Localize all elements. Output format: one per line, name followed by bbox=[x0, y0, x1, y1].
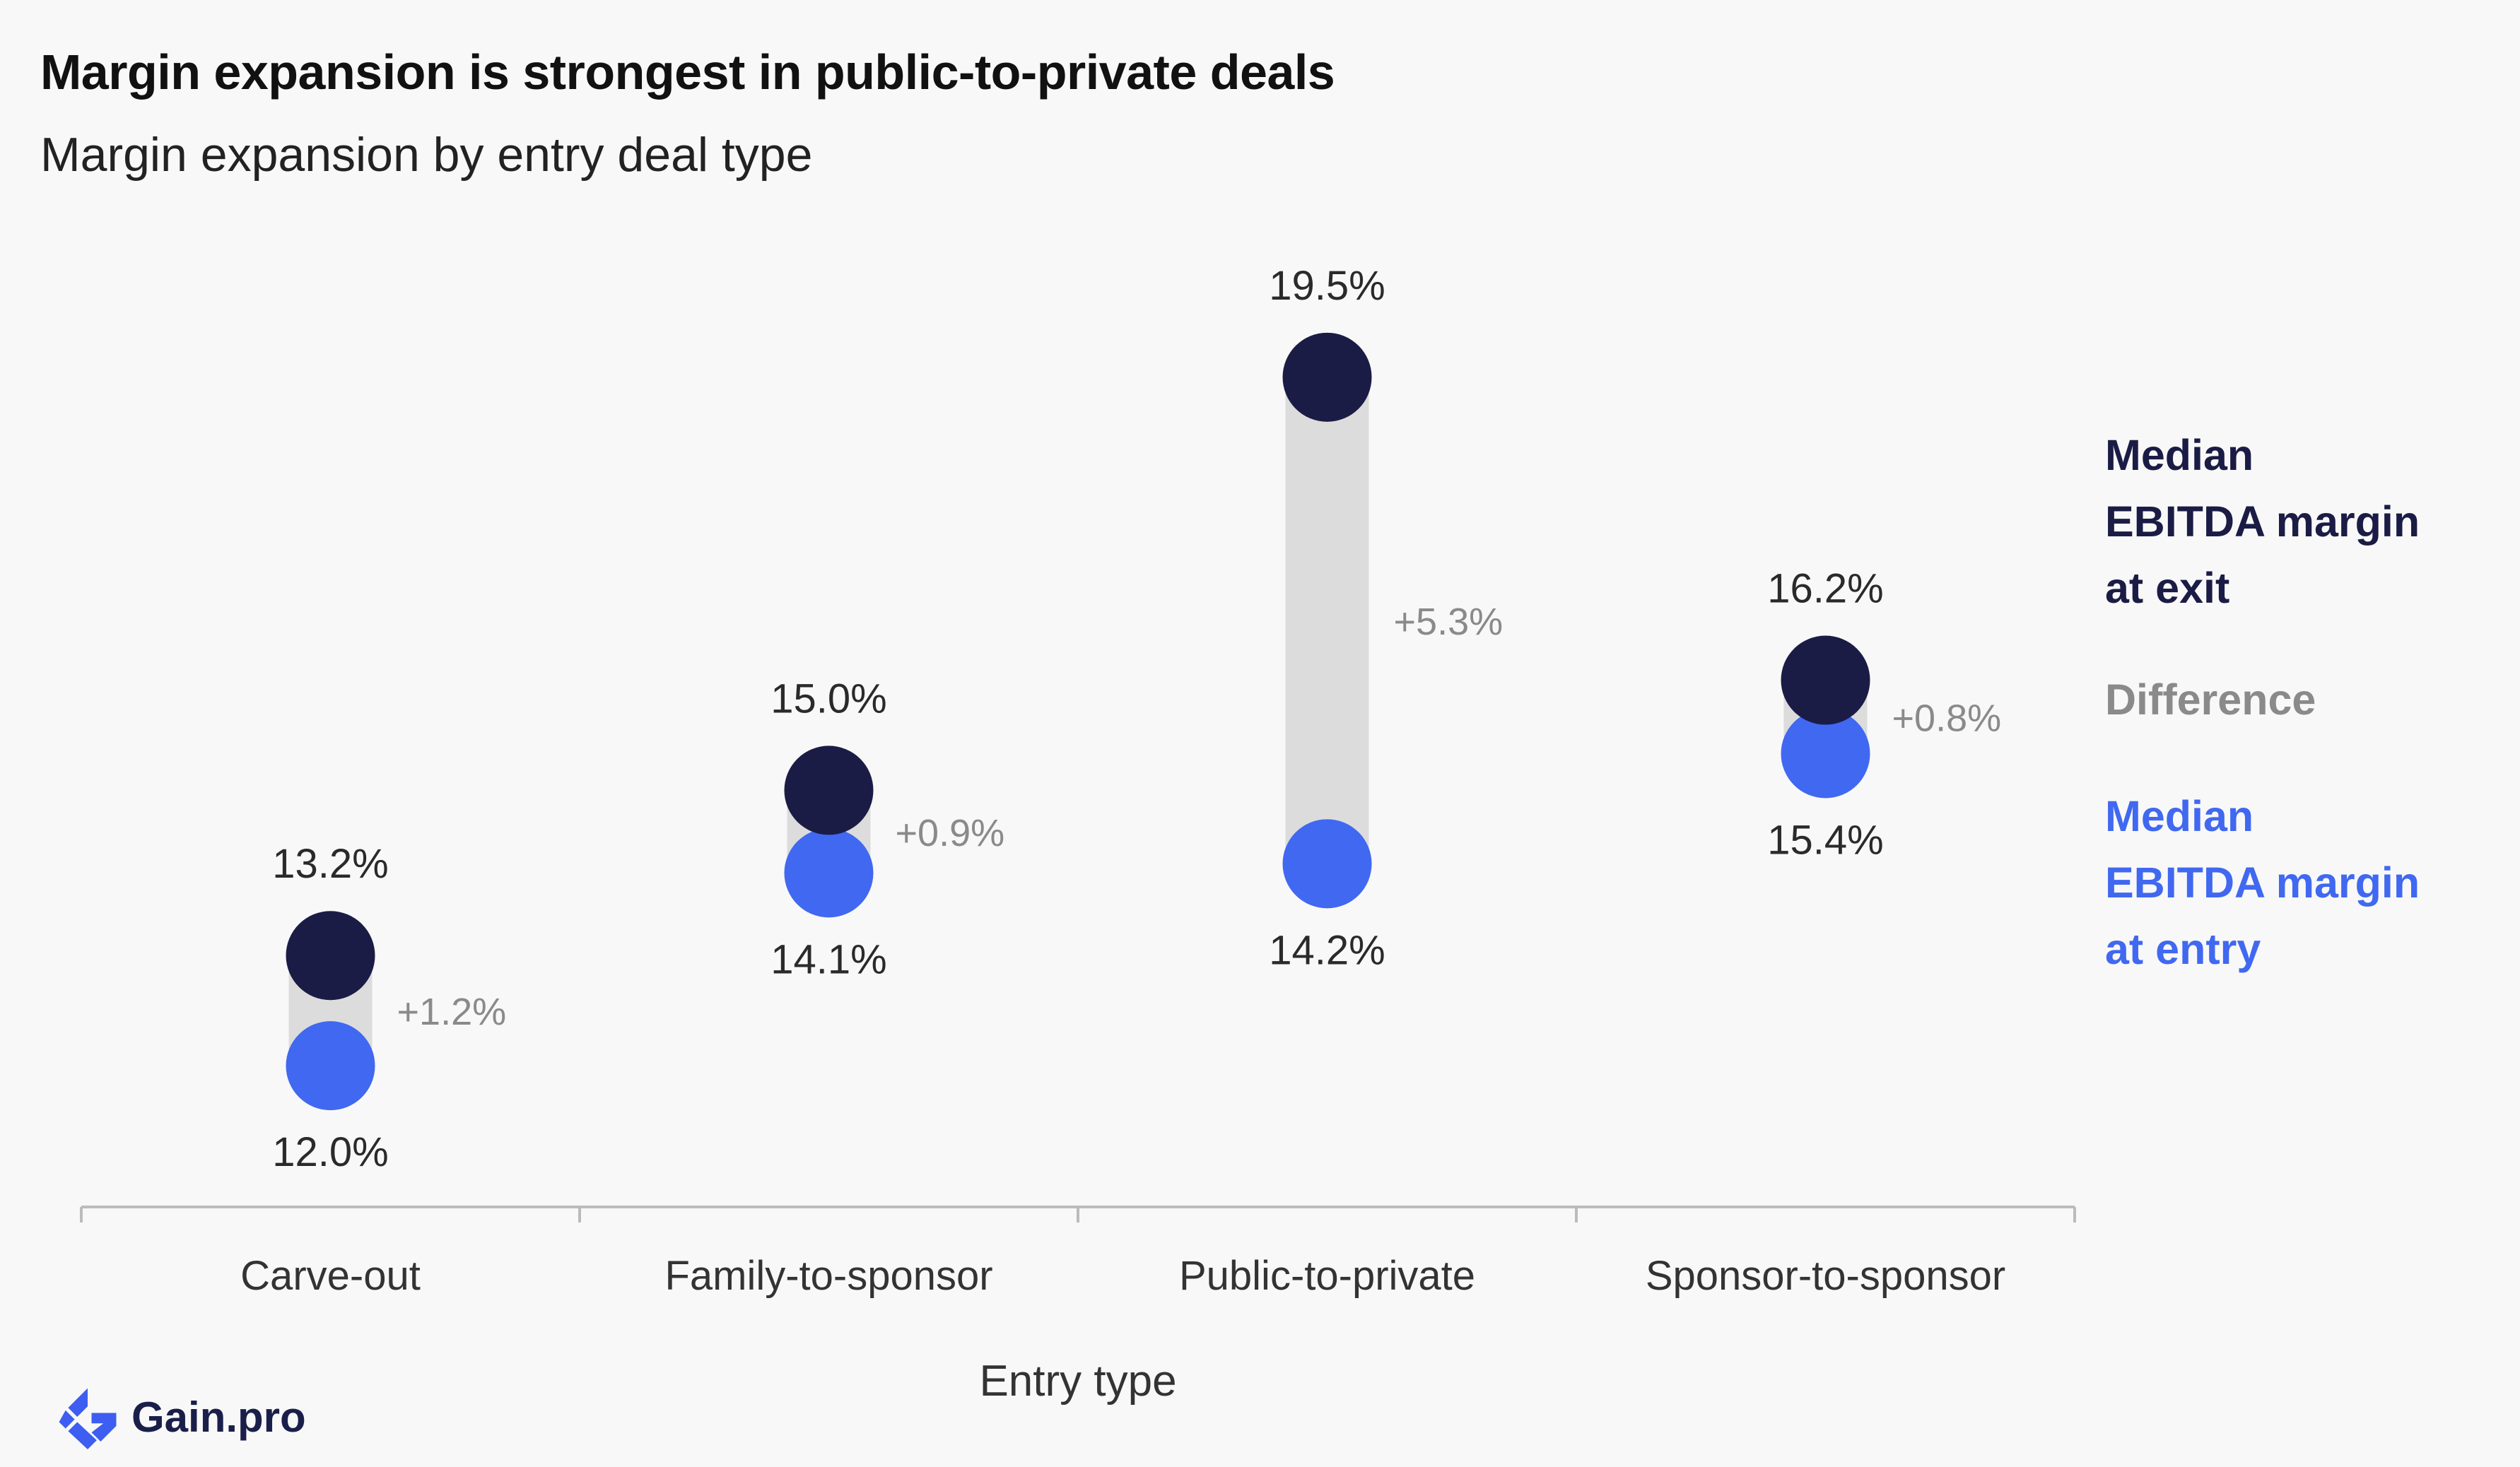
legend-entry-line: EBITDA margin bbox=[2105, 859, 2420, 907]
entry-point bbox=[286, 1021, 375, 1111]
entry-value-label: 14.2% bbox=[1269, 927, 1385, 973]
brand: Gain.pro bbox=[55, 1381, 306, 1452]
entry-point bbox=[784, 828, 874, 918]
legend-exit: Median EBITDA margin at exit bbox=[2105, 422, 2501, 621]
difference-label: +0.9% bbox=[896, 812, 1005, 854]
brand-name: Gain.pro bbox=[131, 1393, 306, 1441]
difference-label: +0.8% bbox=[1892, 697, 2002, 739]
exit-point bbox=[784, 746, 874, 835]
legend-exit-line: at exit bbox=[2105, 564, 2230, 612]
legend-difference: Difference bbox=[2105, 666, 2501, 733]
legend-entry: Median EBITDA margin at entry bbox=[2105, 783, 2501, 982]
exit-value-label: 15.0% bbox=[770, 676, 886, 721]
entry-value-label: 14.1% bbox=[770, 936, 886, 982]
exit-value-label: 19.5% bbox=[1269, 263, 1385, 309]
legend-exit-line: Median bbox=[2105, 431, 2254, 479]
x-tick-label: Sponsor-to-sponsor bbox=[1646, 1253, 2005, 1299]
exit-value-label: 16.2% bbox=[1767, 566, 1883, 612]
exit-point bbox=[1781, 635, 1870, 725]
entry-value-label: 15.4% bbox=[1767, 817, 1883, 863]
x-tick-label: Family-to-sponsor bbox=[664, 1253, 992, 1299]
chart-subtitle: Margin expansion by entry deal type bbox=[40, 128, 813, 182]
exit-point bbox=[286, 911, 375, 1001]
legend-exit-line: EBITDA margin bbox=[2105, 497, 2420, 546]
chart-title: Margin expansion is strongest in public-… bbox=[40, 45, 1335, 100]
legend-entry-line: at entry bbox=[2105, 925, 2261, 973]
exit-value-label: 13.2% bbox=[272, 841, 388, 887]
x-axis-title: Entry type bbox=[979, 1357, 1176, 1406]
entry-value-label: 12.0% bbox=[272, 1129, 388, 1175]
difference-label: +1.2% bbox=[397, 991, 507, 1033]
difference-bar bbox=[1285, 377, 1369, 864]
entry-point bbox=[1282, 819, 1372, 909]
difference-label: +5.3% bbox=[1394, 601, 1504, 643]
legend-difference-label: Difference bbox=[2105, 676, 2316, 724]
entry-point bbox=[1781, 709, 1870, 799]
legend-entry-line: Median bbox=[2105, 792, 2254, 840]
exit-point bbox=[1282, 332, 1372, 422]
x-tick-label: Carve-out bbox=[240, 1253, 421, 1299]
gain-pro-logo-icon bbox=[59, 1388, 117, 1449]
x-tick-label: Public-to-private bbox=[1179, 1253, 1475, 1299]
